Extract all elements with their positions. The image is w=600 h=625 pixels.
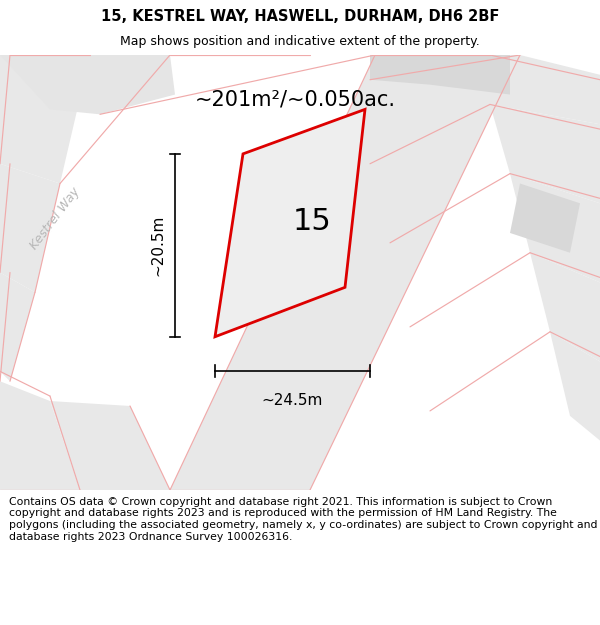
Polygon shape — [0, 55, 90, 184]
Polygon shape — [0, 381, 80, 490]
Polygon shape — [215, 109, 365, 337]
Text: ~20.5m: ~20.5m — [150, 214, 165, 276]
Polygon shape — [90, 55, 175, 114]
Polygon shape — [370, 55, 430, 84]
Polygon shape — [550, 332, 600, 441]
Text: Contains OS data © Crown copyright and database right 2021. This information is : Contains OS data © Crown copyright and d… — [9, 497, 598, 541]
Polygon shape — [430, 55, 510, 94]
Polygon shape — [0, 164, 60, 292]
Polygon shape — [530, 253, 600, 361]
Text: Map shows position and indicative extent of the property.: Map shows position and indicative extent… — [120, 35, 480, 48]
Polygon shape — [510, 184, 580, 253]
Polygon shape — [510, 174, 600, 282]
Polygon shape — [170, 55, 520, 490]
Text: 15, KESTREL WAY, HASWELL, DURHAM, DH6 2BF: 15, KESTREL WAY, HASWELL, DURHAM, DH6 2B… — [101, 9, 499, 24]
Polygon shape — [50, 401, 170, 490]
Text: ~24.5m: ~24.5m — [262, 393, 323, 408]
Text: ~201m²/~0.050ac.: ~201m²/~0.050ac. — [194, 89, 395, 109]
Polygon shape — [0, 55, 140, 114]
Polygon shape — [490, 104, 600, 203]
Text: Kestrel Way: Kestrel Way — [28, 184, 82, 252]
Polygon shape — [0, 272, 35, 381]
Polygon shape — [375, 55, 600, 124]
Text: 15: 15 — [293, 208, 331, 236]
